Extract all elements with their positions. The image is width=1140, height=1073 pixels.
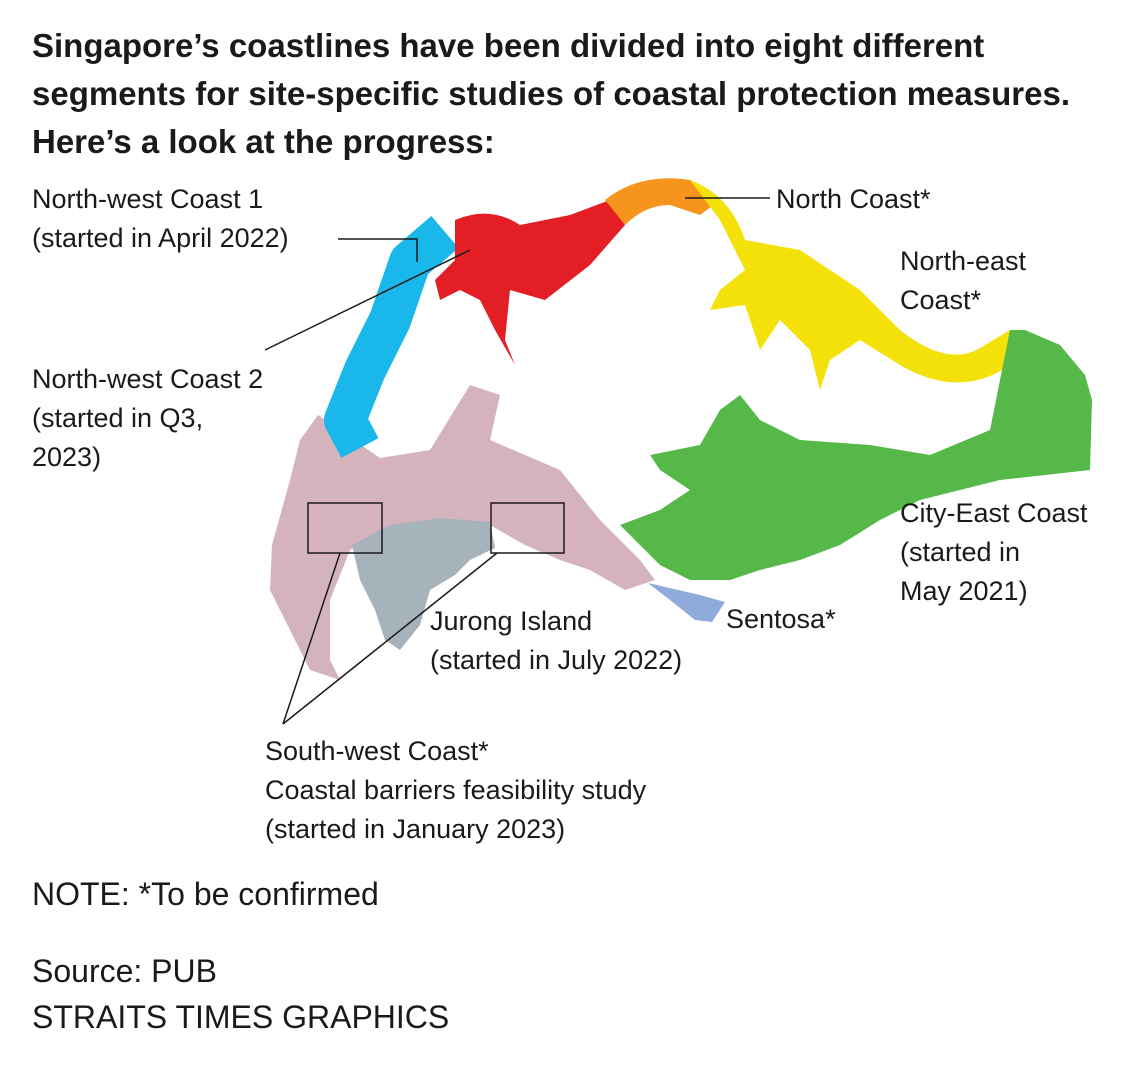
- label-south-west-coast: South-west Coast* Coastal barriers feasi…: [265, 732, 646, 849]
- segment-sentosa: [648, 583, 725, 622]
- segment-north-east: [690, 180, 1010, 390]
- note: NOTE: *To be confirmed: [32, 876, 379, 912]
- leader-line-nw2: [264, 249, 471, 351]
- segment-status: 2023): [32, 442, 102, 472]
- segment-city-east: [620, 330, 1092, 580]
- segment-north-west-2: [435, 200, 625, 365]
- leader-line-nw1: [338, 238, 418, 262]
- segment-south-west: [270, 385, 655, 680]
- leader-line-sw-2: [282, 552, 498, 725]
- segment-status: (started in January 2023): [265, 814, 566, 844]
- segment-name: City-East Coast: [900, 498, 1088, 528]
- segment-status: (started in Q3,: [32, 403, 204, 433]
- label-north-east-coast: North-east Coast*: [900, 242, 1026, 320]
- segment-north: [605, 178, 720, 225]
- leader-line-sw-1: [282, 552, 341, 725]
- label-north-coast: North Coast*: [776, 180, 931, 219]
- label-jurong-island: Jurong Island (started in July 2022): [430, 602, 682, 680]
- source: Source: PUB: [32, 953, 217, 989]
- label-sentosa: Sentosa*: [726, 600, 836, 639]
- segment-name: North Coast*: [776, 184, 931, 214]
- headline: Singapore’s coastlines have been divided…: [32, 27, 1070, 160]
- segment-name: South-west Coast*: [265, 736, 489, 766]
- label-north-west-1: North-west Coast 1 (started in April 202…: [32, 180, 289, 258]
- segment-status: (started in: [900, 537, 1021, 567]
- segment-name: North-west Coast 1: [32, 184, 264, 214]
- segment-north-west-1: [324, 216, 459, 458]
- label-city-east-coast: City-East Coast (started in May 2021): [900, 494, 1088, 611]
- segment-status: (started in April 2022): [32, 223, 289, 253]
- segment-name: Sentosa*: [726, 604, 836, 634]
- segment-status: (started in July 2022): [430, 645, 683, 675]
- segment-name: Coast*: [900, 285, 982, 315]
- segment-status: May 2021): [900, 576, 1028, 606]
- label-north-west-2: North-west Coast 2 (started in Q3, 2023): [32, 360, 263, 477]
- study-box-west: [307, 502, 383, 554]
- segment-jurong-island: [352, 518, 495, 650]
- segment-name: North-west Coast 2: [32, 364, 264, 394]
- credit: STRAITS TIMES GRAPHICS: [32, 999, 450, 1035]
- segment-description: Coastal barriers feasibility study: [265, 775, 647, 805]
- segment-name: Jurong Island: [430, 606, 593, 636]
- segment-name: North-east: [900, 246, 1027, 276]
- study-box-east: [490, 502, 565, 554]
